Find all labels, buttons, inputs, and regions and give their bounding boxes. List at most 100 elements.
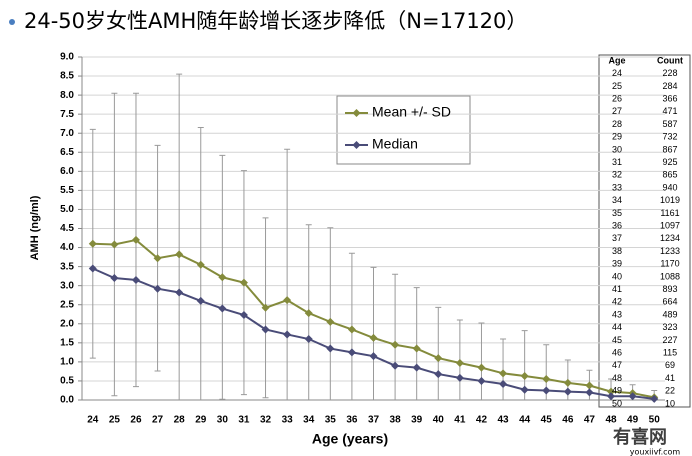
- data-point: [499, 379, 508, 388]
- table-cell: 664: [662, 297, 677, 307]
- x-tick-label: 24: [87, 415, 99, 426]
- data-point: [477, 376, 486, 385]
- data-point: [391, 340, 400, 349]
- table-cell: 867: [662, 144, 677, 154]
- table-cell: 1170: [660, 259, 679, 269]
- data-point: [369, 352, 378, 361]
- table-cell: 1161: [660, 208, 679, 218]
- table-cell: 39: [612, 259, 622, 269]
- data-point: [196, 296, 205, 305]
- watermark-url: youxiivf.com: [630, 448, 681, 456]
- x-tick-label: 45: [541, 415, 553, 426]
- y-tick-label: 4.0: [60, 242, 74, 253]
- table-cell: 28: [612, 119, 622, 129]
- table-cell: 40: [612, 271, 622, 281]
- data-point: [542, 375, 551, 384]
- table-cell: 489: [662, 309, 677, 319]
- x-tick-label: 47: [584, 415, 596, 426]
- table-cell: 44: [612, 322, 622, 332]
- y-tick-label: 7.5: [60, 109, 74, 120]
- y-tick-label: 6.0: [60, 166, 74, 177]
- data-point: [455, 359, 464, 368]
- legend-label: Median: [372, 136, 418, 152]
- x-tick-label: 44: [519, 415, 531, 426]
- data-point: [153, 284, 162, 293]
- data-point: [283, 330, 292, 339]
- y-tick-label: 0.0: [60, 395, 74, 406]
- x-tick-label: 38: [390, 415, 402, 426]
- y-tick-label: 6.5: [60, 147, 74, 158]
- data-point: [261, 325, 270, 334]
- data-point: [131, 235, 140, 244]
- watermark-logo: 有喜网: [613, 426, 667, 448]
- data-point: [585, 388, 594, 397]
- table-cell: 47: [612, 360, 622, 370]
- data-point: [607, 387, 616, 396]
- data-point: [283, 296, 292, 305]
- table-cell: 732: [662, 132, 677, 142]
- table-cell: 25: [612, 81, 622, 91]
- table-cell: 42: [612, 297, 622, 307]
- data-point: [563, 387, 572, 396]
- data-point: [131, 275, 140, 284]
- data-point: [175, 288, 184, 297]
- table-cell: 1233: [660, 246, 680, 256]
- data-point: [585, 381, 594, 390]
- y-tick-label: 2.5: [60, 299, 74, 310]
- data-point: [499, 369, 508, 378]
- x-tick-label: 41: [454, 415, 466, 426]
- table-cell: 29: [612, 132, 622, 142]
- data-point: [391, 361, 400, 370]
- table-cell: 24: [612, 68, 622, 78]
- table-cell: 36: [612, 220, 622, 230]
- data-point: [412, 363, 421, 372]
- x-axis-title: Age (years): [312, 431, 388, 447]
- page-title: 24-50岁女性AMH随年龄增长逐步降低（N=17120）: [24, 9, 527, 33]
- data-point: [412, 344, 421, 353]
- data-point: [153, 254, 162, 263]
- y-tick-label: 3.5: [60, 261, 74, 272]
- x-tick-label: 28: [174, 415, 186, 426]
- table-cell: 1088: [660, 271, 680, 281]
- data-point: [88, 239, 97, 248]
- x-tick-label: 29: [195, 415, 207, 426]
- y-tick-label: 9.0: [60, 52, 74, 63]
- table-cell: 32: [612, 170, 622, 180]
- x-tick-label: 50: [649, 415, 661, 426]
- table-cell: 38: [612, 246, 622, 256]
- bullet: [9, 19, 15, 25]
- y-tick-label: 5.0: [60, 204, 74, 215]
- data-point: [326, 317, 335, 326]
- table-header: Count: [657, 55, 683, 65]
- data-point: [434, 370, 443, 379]
- x-tick-label: 40: [433, 415, 445, 426]
- data-point: [542, 386, 551, 395]
- y-tick-label: 2.0: [60, 318, 74, 329]
- data-point: [477, 363, 486, 372]
- x-tick-label: 27: [152, 415, 164, 426]
- y-tick-label: 5.5: [60, 185, 74, 196]
- legend-marker: [352, 141, 361, 149]
- table-cell: 925: [662, 157, 677, 167]
- table-cell: 1234: [660, 233, 680, 243]
- y-tick-label: 3.0: [60, 280, 74, 291]
- x-tick-label: 46: [562, 415, 574, 426]
- table-cell: 227: [662, 335, 677, 345]
- x-tick-label: 42: [476, 415, 488, 426]
- data-point: [455, 373, 464, 382]
- data-point: [347, 325, 356, 334]
- data-point: [304, 335, 313, 344]
- x-tick-label: 48: [605, 415, 617, 426]
- table-cell: 115: [663, 347, 677, 357]
- y-tick-label: 4.5: [60, 223, 74, 234]
- data-point: [110, 274, 119, 283]
- data-point: [218, 273, 227, 282]
- x-tick-label: 34: [303, 415, 315, 426]
- x-tick-label: 30: [217, 415, 229, 426]
- table-cell: 34: [612, 195, 622, 205]
- table-cell: 43: [612, 309, 622, 319]
- x-tick-label: 37: [368, 415, 380, 426]
- data-point: [607, 392, 616, 401]
- table-cell: 45: [612, 335, 622, 345]
- x-tick-label: 43: [497, 415, 509, 426]
